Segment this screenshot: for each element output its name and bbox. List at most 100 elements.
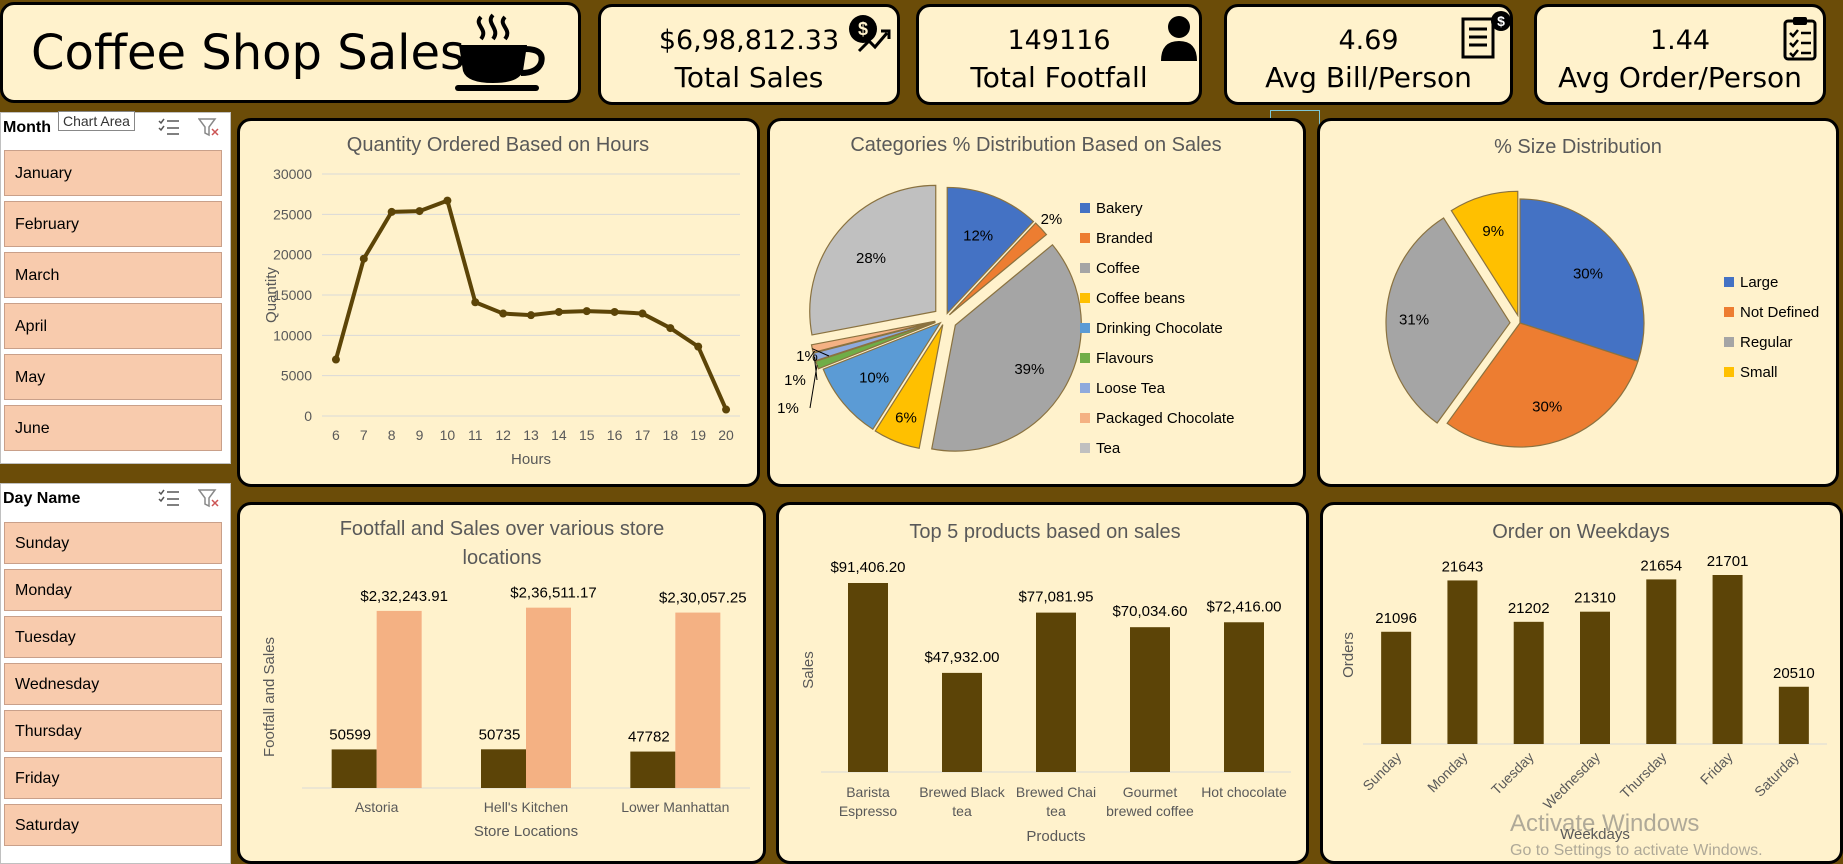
data-point bbox=[499, 309, 508, 318]
size-distribution-chart[interactable]: % Size Distribution 30% 30% 31% 9% Large Not D… bbox=[1317, 118, 1839, 487]
bar bbox=[1130, 627, 1170, 772]
kpi-total-footfall: 149116 Total Footfall bbox=[916, 4, 1202, 105]
activate-windows-subtitle: Go to Settings to activate Windows. bbox=[1510, 842, 1763, 859]
size-pie-svg: % Size Distribution 30% 30% 31% 9% Large Not D… bbox=[1385, 136, 1819, 448]
weekday-bar-svg: Order on Weekdays 21096 Sunday 21643 Monday 2… bbox=[1340, 521, 1827, 843]
x-tick-label: Hell's Kitchen bbox=[484, 799, 568, 815]
slicer-item-monday[interactable]: Monday bbox=[4, 569, 222, 611]
slicer-item-thursday[interactable]: Thursday bbox=[4, 710, 222, 752]
data-point bbox=[443, 196, 452, 205]
legend-swatch bbox=[1724, 307, 1734, 317]
bar bbox=[1447, 580, 1478, 744]
x-tick-label: 17 bbox=[635, 427, 651, 443]
x-tick-label: Brewed Chai bbox=[1016, 784, 1096, 800]
multi-select-icon[interactable] bbox=[158, 488, 180, 508]
bar-label: $47,932.00 bbox=[924, 649, 999, 666]
slice-label: 2% bbox=[1041, 211, 1063, 228]
bar-label: 21202 bbox=[1508, 600, 1550, 617]
legend-label: Branded bbox=[1096, 230, 1153, 247]
x-tick-label: 20 bbox=[718, 427, 734, 443]
legend-swatch bbox=[1080, 383, 1090, 393]
data-point bbox=[387, 207, 396, 216]
y-axis-label: Quantity bbox=[263, 267, 280, 323]
data-point bbox=[722, 405, 731, 414]
slicer-item-april[interactable]: April bbox=[4, 303, 222, 349]
slice-label: 1% bbox=[784, 372, 806, 389]
slicer-item-march[interactable]: March bbox=[4, 252, 222, 298]
bar-label: 21096 bbox=[1375, 610, 1417, 627]
legend-swatch bbox=[1080, 443, 1090, 453]
data-point bbox=[638, 309, 647, 318]
x-tick-label: Lower Manhattan bbox=[621, 799, 729, 815]
chart-title: Footfall and Sales over various store bbox=[340, 518, 665, 540]
slicer-item-february[interactable]: February bbox=[4, 201, 222, 247]
bar-label: $77,081.95 bbox=[1018, 589, 1093, 606]
kpi-label: Avg Bill/Person bbox=[1265, 61, 1472, 94]
x-tick-label: Astoria bbox=[355, 799, 399, 815]
slice-label: 31% bbox=[1399, 312, 1429, 329]
bar-label: 21310 bbox=[1574, 590, 1616, 607]
x-tick-label: Sunday bbox=[1359, 749, 1404, 794]
slicer-item-sunday[interactable]: Sunday bbox=[4, 522, 222, 564]
bar-label: $91,406.20 bbox=[830, 559, 905, 576]
y-axis-label: Orders bbox=[1340, 632, 1357, 678]
weekday-orders-chart[interactable]: Order on Weekdays 21096 Sunday 21643 Monday 2… bbox=[1320, 502, 1843, 864]
x-tick-label: 15 bbox=[579, 427, 595, 443]
y-tick-label: 20000 bbox=[273, 247, 312, 263]
activate-windows-title: Activate Windows bbox=[1510, 810, 1700, 837]
data-point bbox=[331, 355, 340, 364]
clear-filter-icon[interactable] bbox=[198, 488, 220, 508]
bar bbox=[1036, 612, 1076, 772]
legend-label: Flavours bbox=[1096, 350, 1154, 367]
legend-label: Small bbox=[1740, 364, 1778, 381]
store-location-chart[interactable]: Footfall and Sales over various store loc… bbox=[237, 502, 766, 864]
x-tick-label: 11 bbox=[468, 427, 483, 443]
slicer-header: Day Name bbox=[3, 490, 81, 507]
bar-label: $70,034.60 bbox=[1112, 603, 1187, 620]
x-tick-label: Barista bbox=[846, 784, 890, 800]
slicer-item-june[interactable]: June bbox=[4, 405, 222, 451]
slicer-item-saturday[interactable]: Saturday bbox=[4, 804, 222, 846]
slice-label: 30% bbox=[1532, 399, 1562, 416]
bar bbox=[1778, 686, 1809, 744]
clear-filter-icon[interactable] bbox=[198, 117, 220, 137]
store-bar-svg: Footfall and Sales over various store loc… bbox=[261, 518, 750, 840]
x-tick-label: Tuesday bbox=[1488, 749, 1537, 798]
kpi-value: 4.69 bbox=[1338, 25, 1399, 56]
x-tick-label: Wednesday bbox=[1540, 749, 1603, 812]
slice-label: 9% bbox=[1482, 223, 1504, 240]
slice-label: 28% bbox=[856, 250, 886, 267]
y-tick-label: 0 bbox=[304, 408, 312, 424]
slicer-item-january[interactable]: January bbox=[4, 150, 222, 196]
x-tick-label: 6 bbox=[332, 427, 340, 443]
y-axis-label: Sales bbox=[800, 651, 817, 689]
bar bbox=[848, 583, 888, 772]
bar bbox=[1381, 631, 1412, 744]
data-point bbox=[554, 307, 563, 316]
slicer-item-may[interactable]: May bbox=[4, 354, 222, 400]
x-tick-label: tea bbox=[952, 803, 972, 819]
x-tick-label: Gourmet bbox=[1123, 784, 1178, 800]
category-distribution-chart[interactable]: Categories % Distribution Based on Sales… bbox=[767, 118, 1306, 487]
legend-label: Tea bbox=[1096, 440, 1121, 457]
slicer-item-friday[interactable]: Friday bbox=[4, 757, 222, 799]
legend-label: Coffee bbox=[1096, 260, 1140, 277]
x-axis-label: Weekdays bbox=[1560, 826, 1630, 843]
chart-title: Order on Weekdays bbox=[1492, 521, 1670, 543]
x-tick-label: 18 bbox=[663, 427, 679, 443]
bar bbox=[1712, 575, 1743, 744]
day-slicer: Day Name Sunday Monday Tuesday Wednesday… bbox=[0, 483, 231, 864]
slicer-item-tuesday[interactable]: Tuesday bbox=[4, 616, 222, 658]
products-bar-svg: Top 5 products based on sales$91,406.20 B… bbox=[800, 521, 1291, 845]
legend-label: Not Defined bbox=[1740, 304, 1819, 321]
multi-select-icon[interactable] bbox=[158, 117, 180, 137]
leader-line bbox=[812, 348, 830, 357]
legend-swatch bbox=[1080, 353, 1090, 363]
pie-slice bbox=[1446, 322, 1639, 448]
chart-title: Top 5 products based on sales bbox=[909, 521, 1180, 543]
hourly-quantity-chart[interactable]: Quantity Ordered Based on Hours 0 5000 1000… bbox=[237, 118, 760, 487]
top-products-chart[interactable]: Top 5 products based on sales $91,406.20 B… bbox=[776, 502, 1309, 864]
slicer-item-wednesday[interactable]: Wednesday bbox=[4, 663, 222, 705]
x-tick-label: 14 bbox=[551, 427, 567, 443]
x-tick-label: Espresso bbox=[839, 803, 898, 819]
